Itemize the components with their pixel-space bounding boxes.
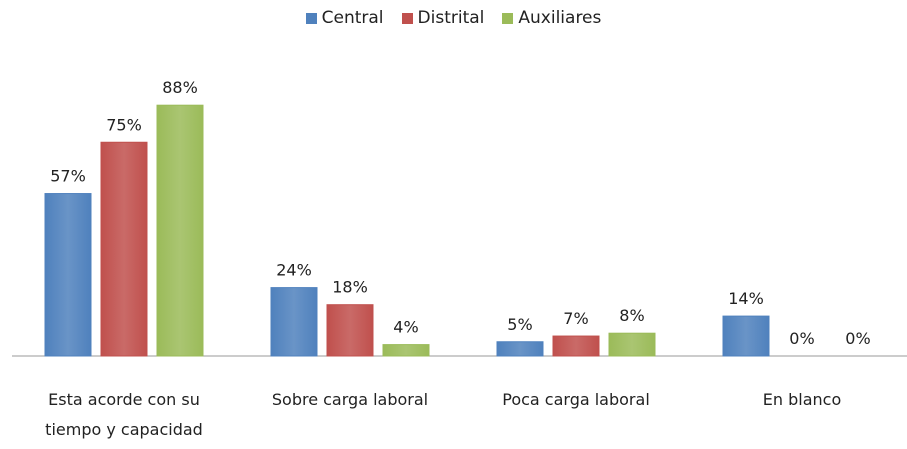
x-tick-label: Sobre carga laboral [271, 390, 429, 409]
bar [44, 193, 92, 357]
bar [722, 315, 770, 357]
data-label: 5% [507, 315, 532, 334]
x-tick-label: Poca carga laboral [502, 390, 650, 409]
legend-item: Auxiliares [502, 8, 601, 28]
bar [156, 104, 204, 357]
bar [608, 332, 656, 357]
data-label: 4% [393, 318, 418, 337]
bar [270, 287, 318, 357]
legend-label: Distrital [417, 8, 485, 28]
data-label: 57% [50, 167, 86, 186]
legend-label: Auxiliares [518, 8, 602, 28]
data-label: 0% [845, 329, 870, 348]
data-label: 14% [728, 289, 764, 308]
data-label: 75% [106, 115, 142, 134]
legend-item: Distrital [401, 8, 485, 28]
legend-swatch [401, 12, 413, 24]
data-label: 88% [162, 78, 198, 97]
bar [552, 335, 600, 357]
bar [326, 304, 374, 357]
legend-item: Central [305, 8, 384, 28]
x-tick-label: Esta acorde con su tiempo y capacidad [45, 390, 203, 439]
legend-swatch [502, 12, 514, 24]
bar [100, 141, 148, 357]
data-label: 7% [563, 309, 588, 328]
legend-swatch [305, 12, 317, 24]
legend: Central Distrital Auxiliares [0, 8, 907, 28]
data-label: 18% [332, 278, 368, 297]
bar [496, 341, 544, 357]
bar [382, 344, 430, 357]
data-label: 24% [276, 261, 312, 280]
x-tick-label: En blanco [762, 390, 842, 409]
data-label: 0% [789, 329, 814, 348]
data-label: 8% [619, 306, 644, 325]
legend-label: Central [321, 8, 384, 28]
